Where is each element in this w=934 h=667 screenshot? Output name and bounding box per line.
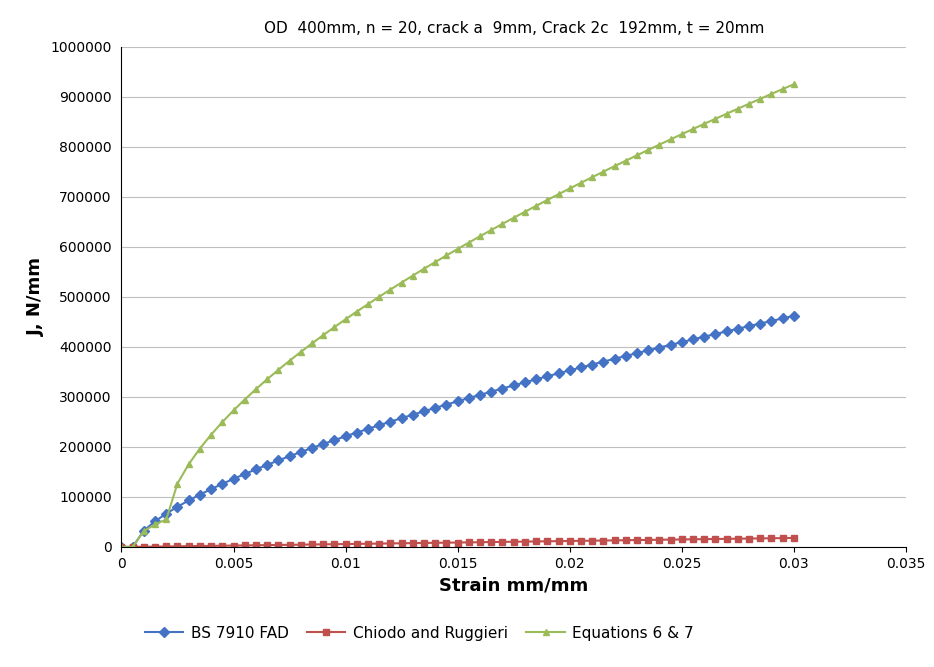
Equations 6 & 7	[351, 307, 362, 315]
Equations 6 & 7	[788, 80, 800, 88]
Chiodo and Ruggieri	[116, 543, 127, 551]
BS 7910 FAD	[474, 391, 486, 399]
Chiodo and Ruggieri	[788, 534, 800, 542]
Equations 6 & 7	[474, 232, 486, 240]
Line: Equations 6 & 7: Equations 6 & 7	[118, 81, 798, 550]
BS 7910 FAD	[273, 456, 284, 464]
Equations 6 & 7	[273, 366, 284, 374]
BS 7910 FAD	[351, 428, 362, 436]
Equations 6 & 7	[116, 543, 127, 551]
X-axis label: Strain mm/mm: Strain mm/mm	[439, 576, 588, 594]
Chiodo and Ruggieri	[250, 541, 262, 549]
Y-axis label: J, N/mm: J, N/mm	[27, 257, 45, 336]
BS 7910 FAD	[519, 378, 531, 386]
Equations 6 & 7	[699, 120, 710, 128]
BS 7910 FAD	[116, 543, 127, 551]
Line: Chiodo and Ruggieri: Chiodo and Ruggieri	[119, 535, 797, 550]
Legend: BS 7910 FAD, Chiodo and Ruggieri, Equations 6 & 7: BS 7910 FAD, Chiodo and Ruggieri, Equati…	[139, 620, 700, 647]
BS 7910 FAD	[788, 312, 800, 320]
Equations 6 & 7	[519, 208, 531, 216]
Line: BS 7910 FAD: BS 7910 FAD	[118, 312, 798, 550]
Title: OD  400mm, n = 20, crack a  9mm, Crack 2c  192mm, t = 20mm: OD 400mm, n = 20, crack a 9mm, Crack 2c …	[263, 21, 764, 36]
Chiodo and Ruggieri	[273, 541, 284, 549]
Chiodo and Ruggieri	[699, 535, 710, 543]
Chiodo and Ruggieri	[351, 540, 362, 548]
Chiodo and Ruggieri	[519, 538, 531, 546]
Chiodo and Ruggieri	[474, 538, 486, 546]
BS 7910 FAD	[250, 466, 262, 474]
BS 7910 FAD	[699, 333, 710, 341]
Equations 6 & 7	[250, 385, 262, 393]
